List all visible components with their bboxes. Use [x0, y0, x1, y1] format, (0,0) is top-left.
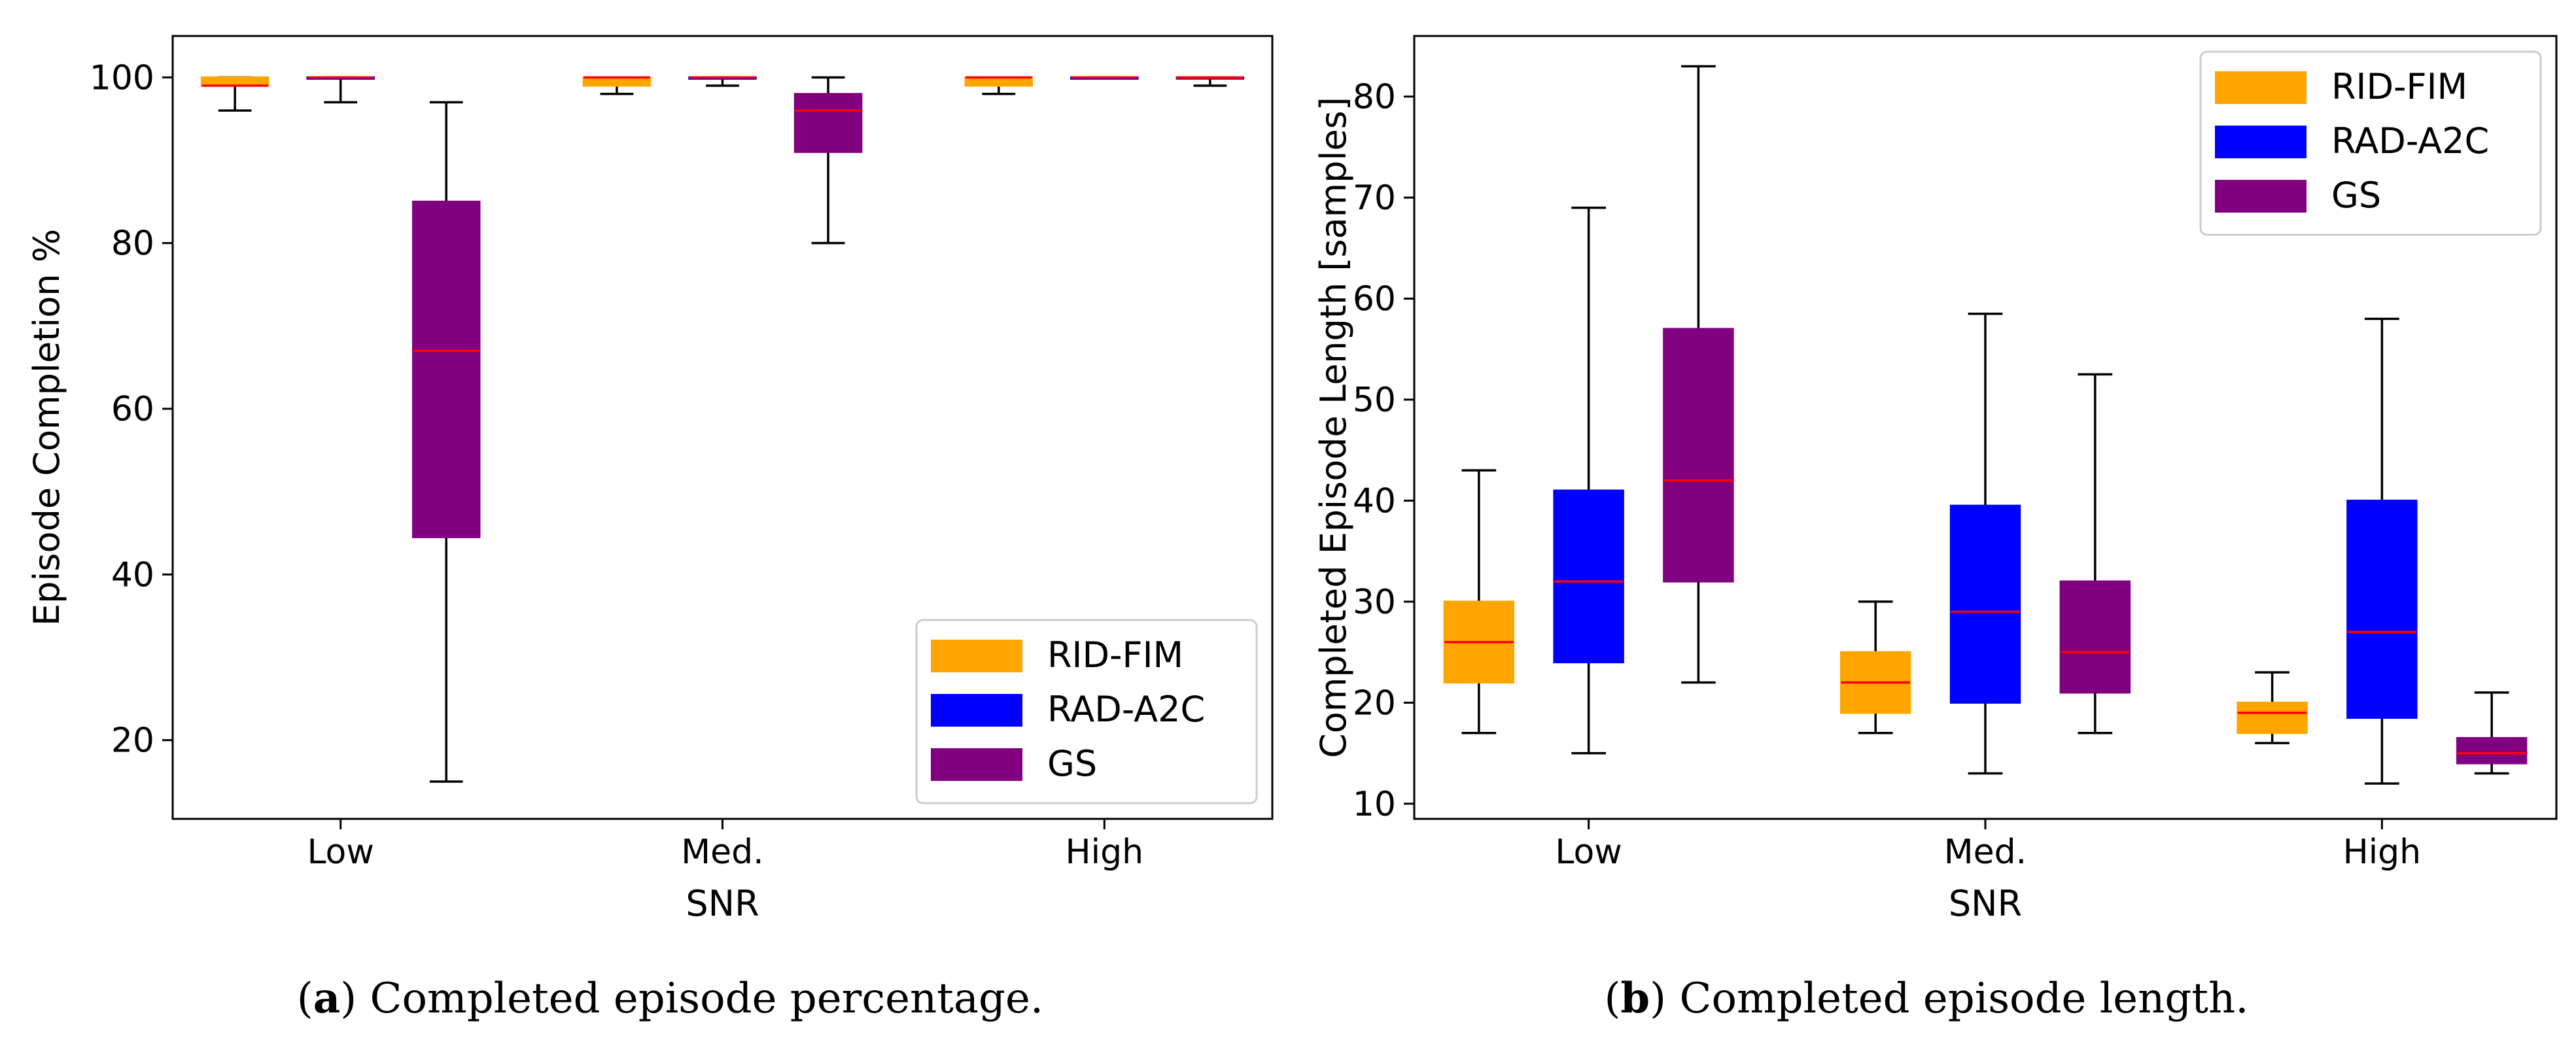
legend: RID-FIM RAD-A2C GS	[2199, 50, 2542, 236]
y-tick-label: 80	[111, 224, 154, 264]
x-tick-label: Med.	[1944, 833, 2027, 872]
box-rad-a2c-high	[1070, 76, 1139, 80]
x-tick-label: Med.	[681, 833, 763, 872]
y-tick-label: 60	[1353, 280, 1396, 319]
y-tick-label: 70	[1353, 179, 1396, 218]
box-rad-a2c-high	[2346, 317, 2418, 785]
y-tick-label: 20	[111, 721, 154, 761]
y-tick-label: 60	[111, 390, 154, 429]
legend-swatch-gs	[931, 748, 1022, 781]
y-axis-label: Episode Completion %	[26, 229, 67, 626]
legend-label-rad-a2c: RAD-A2C	[2331, 120, 2489, 162]
caption: (b) Completed episode length.	[1604, 974, 2248, 1023]
box-rad-a2c-med	[1949, 312, 2021, 775]
box-rid-fim-low	[200, 76, 270, 112]
box-rid-fim-low	[1443, 469, 1515, 734]
box-body	[200, 76, 270, 87]
box-body	[411, 200, 481, 538]
box-gs-high	[2456, 691, 2528, 775]
box-body	[1663, 328, 1734, 583]
y-tick-label: 50	[1353, 381, 1396, 420]
y-tick-label: 10	[1353, 785, 1396, 824]
legend-swatch-rad-a2c	[2215, 126, 2306, 158]
box-body	[2237, 701, 2308, 734]
box-rid-fim-high	[2237, 671, 2308, 744]
legend-swatch-gs	[2215, 180, 2306, 213]
y-tick-label: 40	[111, 555, 154, 595]
legend-swatch-rid-fim	[931, 640, 1022, 672]
chart-a: 20 40 60 80 100 Low Med. High SNR Episode Complet…	[26, 35, 1274, 1023]
x-tick-label: High	[1066, 833, 1144, 872]
box-body	[2346, 499, 2418, 719]
box-body	[2059, 580, 2131, 694]
box-gs-med	[2059, 373, 2131, 734]
legend: RID-FIM RAD-A2C GS	[915, 619, 1258, 804]
y-axis-label: Completed Episode Length [samples]	[1313, 97, 1354, 758]
box-gs-low	[411, 101, 481, 783]
box-gs-med	[793, 76, 863, 245]
legend-swatch-rad-a2c	[931, 694, 1022, 727]
y-tick-label: 100	[90, 58, 154, 97]
x-axis-label: SNR	[1949, 883, 2022, 924]
box-body	[2456, 736, 2528, 765]
y-tick-label: 20	[1353, 683, 1396, 723]
box-body	[964, 76, 1034, 87]
box-rid-fim-med	[582, 76, 652, 95]
box-body	[582, 76, 652, 87]
box-gs-low	[1663, 65, 1734, 684]
legend-label-rid-fim: RID-FIM	[2331, 66, 2467, 107]
legend-label-rad-a2c: RAD-A2C	[1047, 689, 1205, 730]
box-rad-a2c-med	[688, 76, 757, 87]
legend-swatch-rid-fim	[2215, 71, 2306, 104]
box-rad-a2c-low	[306, 76, 375, 104]
legend-label-gs: GS	[1047, 743, 1097, 784]
x-tick-label: Low	[307, 833, 374, 872]
box-gs-high	[1175, 76, 1245, 87]
x-tick-label: High	[2343, 833, 2422, 872]
legend-label-gs: GS	[2331, 175, 2381, 216]
legend-label-rid-fim: RID-FIM	[1047, 634, 1183, 676]
caption: (a) Completed episode percentage.	[297, 974, 1043, 1023]
x-tick-label: Low	[1555, 833, 1622, 872]
y-tick-label: 30	[1353, 583, 1396, 622]
box-body	[1553, 489, 1624, 664]
box-rid-fim-med	[1839, 600, 1911, 734]
box-body	[1949, 504, 2021, 704]
y-tick-label: 40	[1353, 481, 1396, 521]
y-tick-label: 80	[1353, 78, 1396, 117]
x-axis-label: SNR	[686, 883, 759, 924]
box-rad-a2c-low	[1553, 206, 1624, 755]
box-rid-fim-high	[964, 76, 1034, 95]
chart-b: 10 20 30 40 50 60 70 80 Low Med. High SNR Completed …	[1313, 35, 2558, 1023]
box-body	[793, 93, 863, 153]
